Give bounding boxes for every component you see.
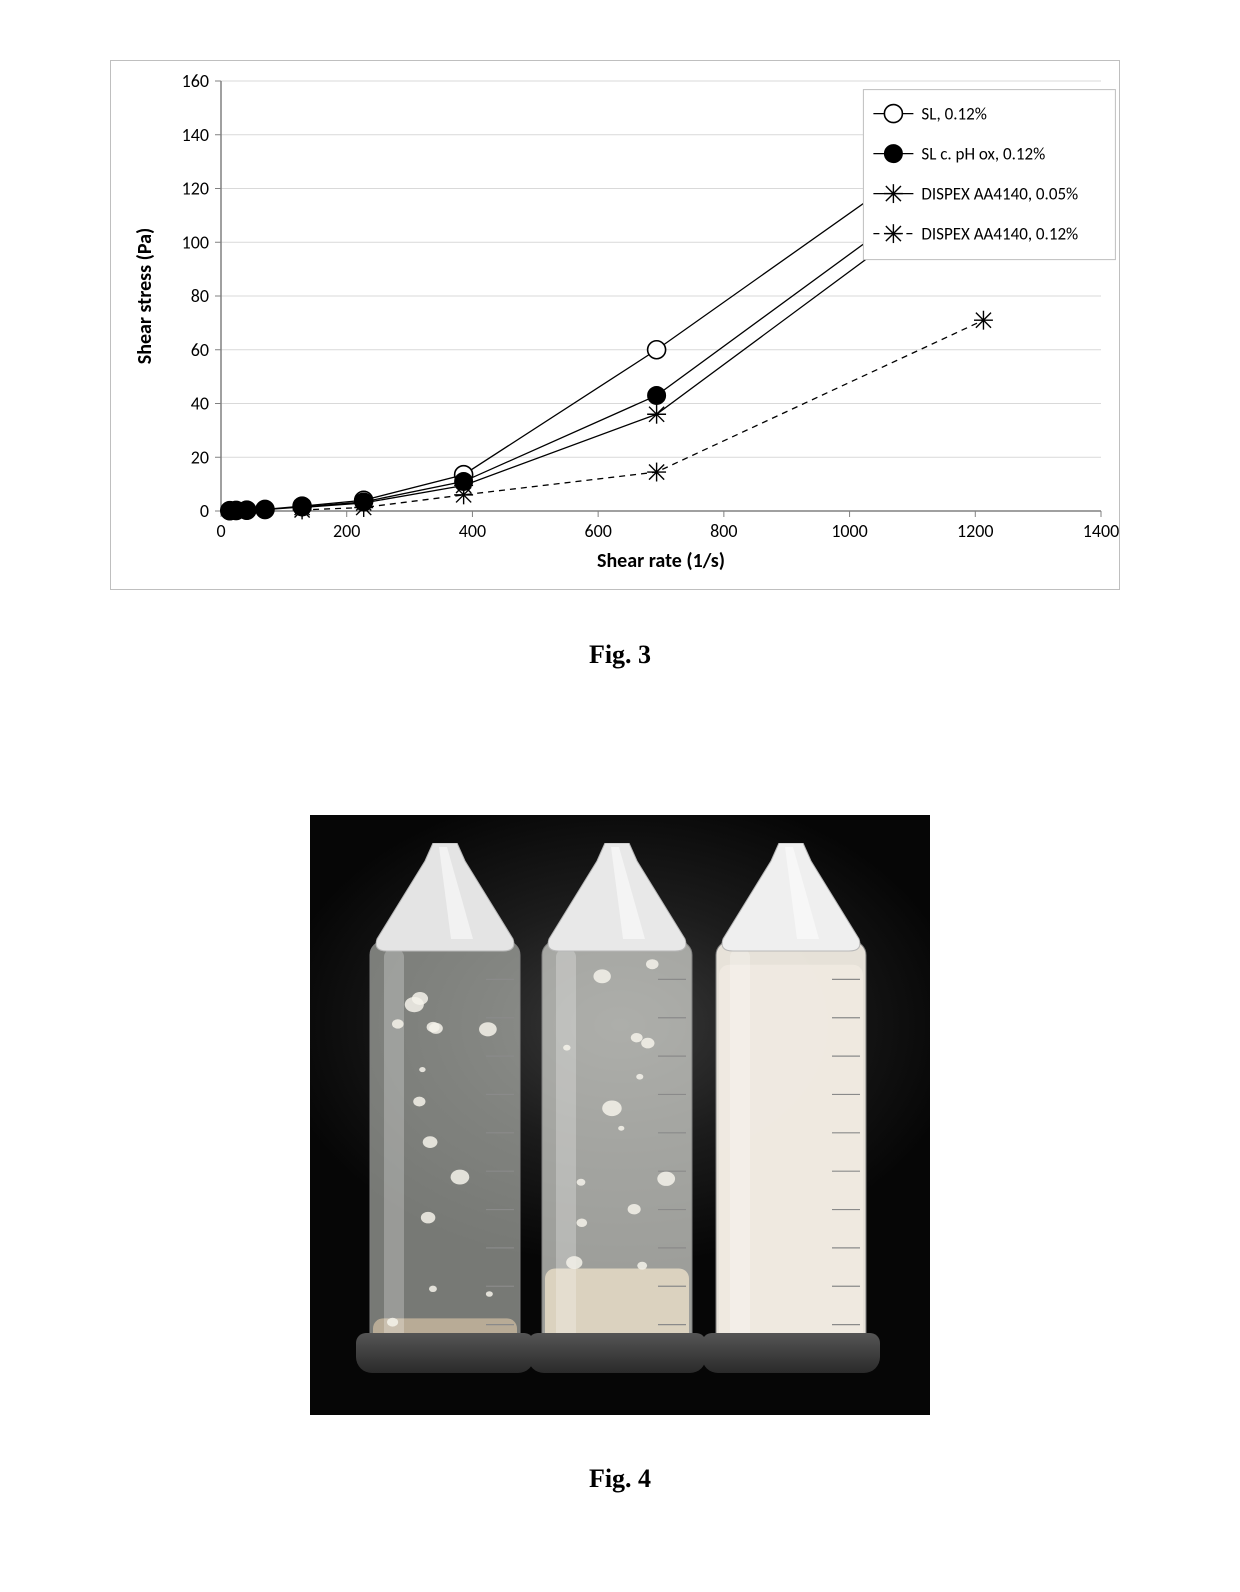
svg-text:SL, 0.12%: SL, 0.12% [921, 104, 986, 125]
svg-text:40: 40 [191, 393, 209, 415]
svg-text:200: 200 [333, 520, 360, 542]
svg-text:SL c. pH ox, 0.12%: SL c. pH ox, 0.12% [921, 144, 1045, 165]
tube-2 [532, 843, 702, 1383]
tube-base [528, 1333, 706, 1373]
svg-text:1400: 1400 [1083, 520, 1120, 542]
page: 0 20 40 60 80 100 120 140 160 0 200 400 600 800 1000 12… [0, 0, 1240, 1592]
svg-text:1200: 1200 [957, 520, 994, 542]
photo-fig4 [310, 815, 930, 1415]
tube-1 [360, 843, 530, 1383]
svg-text:800: 800 [710, 520, 737, 542]
tube-base [702, 1333, 880, 1373]
svg-text:Shear rate (1/s): Shear rate (1/s) [597, 549, 725, 573]
tube-svg [706, 843, 876, 1383]
svg-text:Shear stress (Pa): Shear stress (Pa) [133, 228, 157, 364]
svg-text:0: 0 [216, 520, 225, 542]
svg-text:140: 140 [182, 124, 209, 146]
fig3-caption: Fig. 3 [0, 640, 1240, 670]
tube-svg [532, 843, 702, 1383]
svg-text:20: 20 [191, 446, 209, 468]
shear-chart: 0 20 40 60 80 100 120 140 160 0 200 400 600 800 1000 12… [111, 61, 1121, 591]
svg-text:120: 120 [182, 178, 209, 200]
svg-text:DISPEX AA4140, 0.12%: DISPEX AA4140, 0.12% [921, 224, 1078, 245]
chart-container: 0 20 40 60 80 100 120 140 160 0 200 400 600 800 1000 12… [110, 60, 1120, 590]
tube-base [356, 1333, 534, 1373]
svg-text:100: 100 [182, 231, 209, 253]
svg-text:1000: 1000 [831, 520, 868, 542]
svg-text:0: 0 [200, 500, 209, 522]
svg-text:DISPEX AA4140, 0.05%: DISPEX AA4140, 0.05% [921, 184, 1078, 205]
svg-text:80: 80 [191, 285, 209, 307]
tube-3 [706, 843, 876, 1383]
svg-text:160: 160 [182, 70, 209, 92]
tube-svg [360, 843, 530, 1383]
svg-text:60: 60 [191, 339, 209, 361]
svg-text:400: 400 [459, 520, 486, 542]
svg-text:600: 600 [584, 520, 611, 542]
fig4-caption: Fig. 4 [0, 1464, 1240, 1494]
